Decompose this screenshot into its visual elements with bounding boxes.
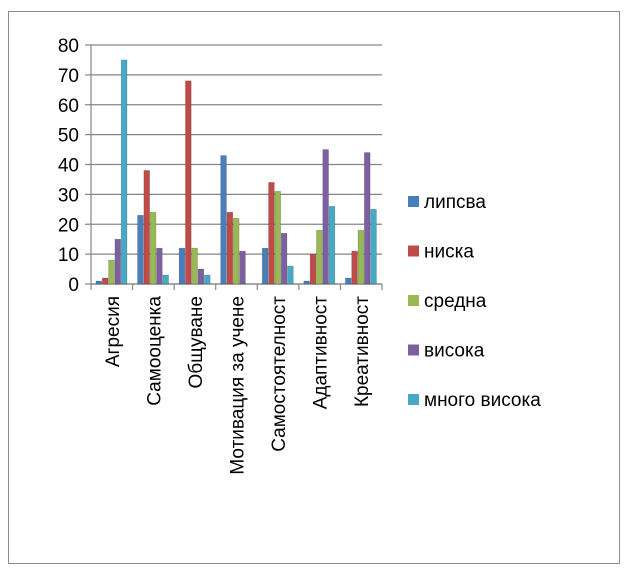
bar <box>156 247 163 285</box>
legend-swatch <box>408 344 419 356</box>
y-tick-label: 30 <box>58 185 79 206</box>
bar <box>345 277 352 285</box>
bar <box>114 238 121 285</box>
bar <box>143 170 150 285</box>
bar <box>220 155 227 285</box>
y-tick-label: 20 <box>58 215 79 236</box>
legend-swatch <box>408 245 419 257</box>
bar <box>204 274 211 285</box>
bar <box>357 229 365 285</box>
y-tick-label: 10 <box>58 245 79 266</box>
bar <box>322 149 329 285</box>
bar <box>191 247 198 285</box>
bar <box>280 232 288 285</box>
bar <box>102 277 109 285</box>
bar <box>226 212 234 285</box>
legend-swatch <box>408 196 419 207</box>
bar <box>370 209 377 285</box>
bar <box>120 59 128 285</box>
bar <box>137 214 144 285</box>
bar <box>309 253 317 285</box>
category-label: Самооценка <box>144 296 165 406</box>
bar <box>239 250 246 285</box>
bar <box>303 280 310 285</box>
y-tick-label: 60 <box>58 96 79 117</box>
bar <box>233 217 240 285</box>
category-label: Агресия <box>103 296 124 367</box>
bar <box>95 280 103 285</box>
y-tick-label: 0 <box>68 275 79 296</box>
category-label: Креативност <box>352 296 373 407</box>
bar <box>108 259 115 285</box>
legend-label: висока <box>424 341 485 362</box>
bar <box>178 247 186 285</box>
bar <box>287 265 294 285</box>
chart: 0 10 20 30 40 50 60 70 80 Агресия Самооценка Общува… <box>58 36 541 475</box>
category-label: Адаптивност <box>311 296 332 410</box>
y-tick-label: 70 <box>58 66 79 87</box>
bar <box>274 191 281 285</box>
bar <box>197 268 205 285</box>
y-tick-label: 50 <box>58 126 79 147</box>
legend-label: много висока <box>424 390 541 411</box>
y-tick-label: 80 <box>58 36 79 57</box>
bar <box>328 206 336 285</box>
category-label: Мотивация за учене <box>228 296 249 475</box>
y-tick-label: 40 <box>58 156 79 177</box>
bar <box>351 250 358 285</box>
category-label: Самостоятелност <box>269 296 290 452</box>
bar <box>268 182 275 285</box>
legend-label: средна <box>424 291 487 312</box>
bar <box>316 229 323 285</box>
legend-label: ниска <box>424 242 474 263</box>
bar <box>162 274 169 285</box>
legend-swatch <box>408 295 419 306</box>
category-label: Общуване <box>186 296 207 389</box>
bar <box>261 247 269 285</box>
legend-label: липсва <box>424 192 486 213</box>
bar <box>149 212 157 285</box>
bar <box>364 152 371 285</box>
chart-frame: 0 10 20 30 40 50 60 70 80 Агресия Самооценка Общува… <box>8 11 620 564</box>
bar <box>185 80 192 285</box>
legend-swatch <box>408 394 419 405</box>
